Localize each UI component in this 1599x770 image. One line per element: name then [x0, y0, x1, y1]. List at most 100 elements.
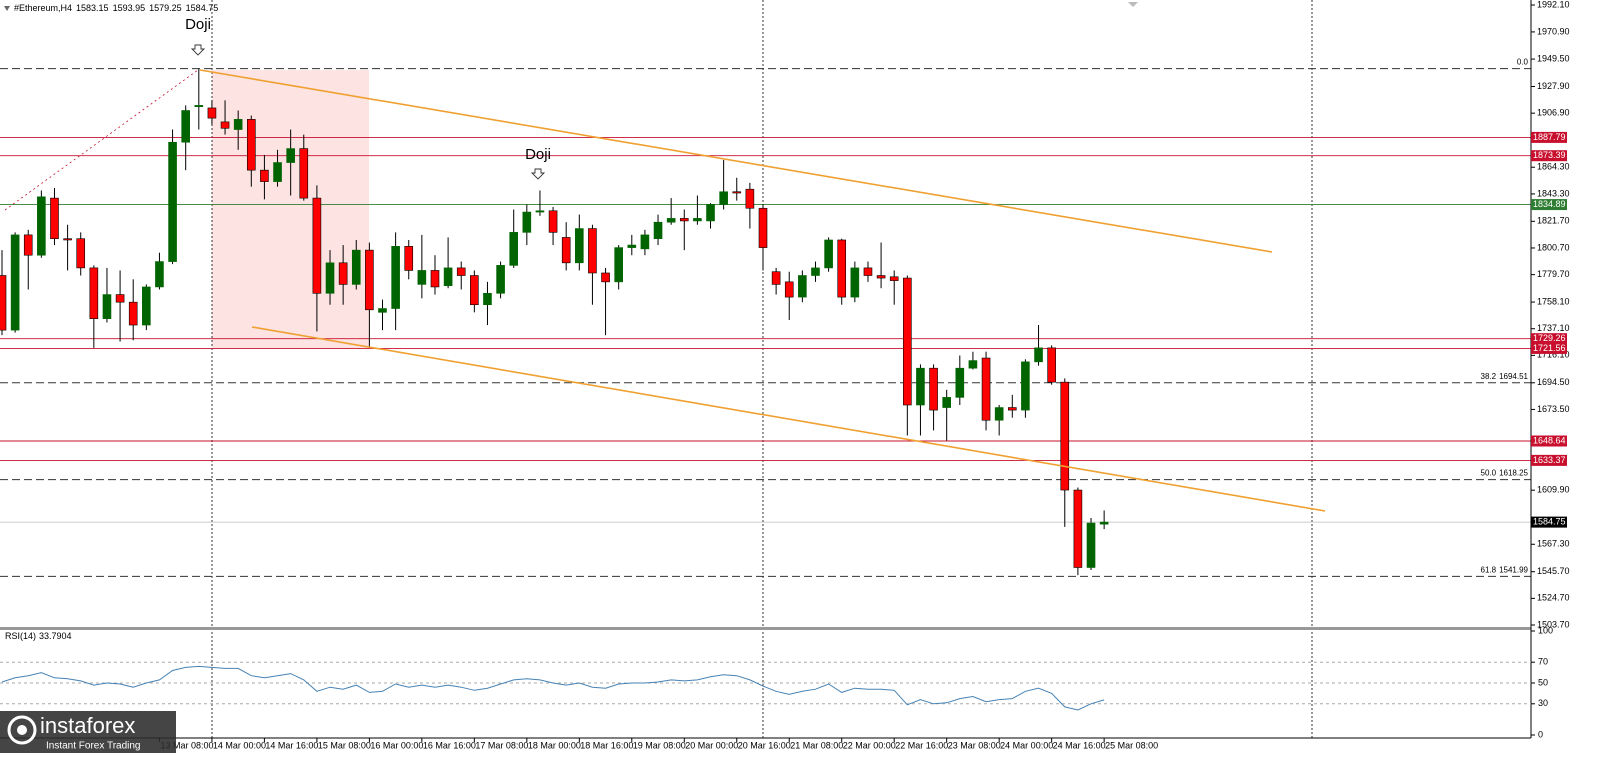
axis-layer: 1992.10 1970.90 1949.50 1927.90 1906.90 1864.…	[158, 0, 1570, 750]
trendline-layer: Doji Doji	[185, 2, 1326, 512]
candle-body	[798, 275, 807, 298]
watermark-brand: instaforex	[40, 713, 135, 738]
ohlc-value: 1579.25	[149, 3, 182, 13]
candle-body	[496, 265, 505, 294]
current-price-bg	[1531, 516, 1567, 528]
level-label-bg	[1531, 435, 1567, 447]
ohlc-value: 1583.15	[76, 3, 109, 13]
x-tick-label: 24 Mar 16:00	[1053, 740, 1106, 750]
channel-upper	[199, 69, 1273, 253]
y-tick-label: 1779.70	[1537, 269, 1570, 279]
candle-body	[1034, 347, 1043, 363]
candle-body	[89, 267, 99, 319]
rsi-line	[1, 665, 1105, 711]
x-tick-label: 23 Mar 08:00	[948, 740, 1001, 750]
candle-body	[391, 246, 400, 309]
rsi-tick-label: 0	[1538, 729, 1543, 739]
candle-body	[456, 267, 466, 276]
highlight-zone	[212, 70, 369, 348]
ohlc-value: 1593.95	[113, 3, 146, 13]
watermark: instaforex Instant Forex Trading	[0, 711, 176, 753]
candle-body	[876, 275, 886, 279]
candle-body	[443, 267, 453, 286]
x-tick-label: 20 Mar 00:00	[685, 740, 738, 750]
candle-body	[575, 228, 584, 264]
candle-body	[561, 237, 571, 264]
candle-body	[955, 367, 965, 398]
candle-body	[942, 397, 951, 408]
level-label: 1721.56	[1533, 343, 1566, 353]
candle-body	[0, 275, 7, 331]
fib-price: 1618.25	[1499, 469, 1528, 478]
x-tick-label: 24 Mar 00:00	[1000, 740, 1053, 750]
annotation: Doji	[525, 146, 551, 163]
candle-body	[1007, 407, 1017, 411]
level-layer: 0.0 38.2 1694.51 50.0 1618.25 61.8 1541.99	[0, 58, 1531, 577]
candle-body	[246, 119, 256, 171]
y-tick-label: 1906.90	[1537, 108, 1570, 118]
candle-body	[968, 360, 978, 369]
candle-body	[916, 367, 925, 406]
candle-body	[10, 234, 20, 331]
x-tick-label: 14 Mar 00:00	[213, 740, 266, 750]
candle-body	[837, 239, 847, 298]
candle-body	[758, 207, 768, 248]
y-tick-label: 1545.70	[1537, 566, 1570, 576]
candle-body	[1099, 521, 1109, 525]
candle-body	[863, 267, 873, 276]
candle-body	[417, 270, 427, 285]
candle-body	[889, 276, 899, 281]
candle-body	[194, 105, 204, 107]
rsi-layer: 0 30 50 70 100	[0, 625, 1553, 739]
level-label: 1887.79	[1533, 132, 1566, 142]
candle-body	[614, 247, 623, 283]
shift-marker	[1128, 2, 1138, 7]
candle-body	[981, 357, 991, 421]
rsi-tick-label: 100	[1538, 625, 1553, 635]
rsi-tick-label: 70	[1538, 657, 1548, 667]
candle-body	[365, 249, 374, 311]
panel-separator	[0, 627, 1531, 630]
candle-body	[142, 286, 151, 326]
y-tick-label: 1524.70	[1537, 593, 1570, 603]
x-tick-label: 25 Mar 08:00	[1105, 740, 1158, 750]
candle-body	[102, 294, 112, 319]
level-label: 1648.64	[1533, 435, 1566, 445]
candle-body	[627, 244, 637, 248]
annotation-arrow	[530, 168, 546, 180]
watermark-logo	[17, 725, 27, 735]
candle-body	[286, 148, 295, 163]
candle-body	[706, 204, 715, 222]
candle-body	[1021, 361, 1030, 411]
candle-body	[693, 218, 702, 222]
fib-price: 1694.51	[1499, 372, 1528, 381]
annotation: Doji	[185, 16, 211, 33]
current-price-label: 1584.75	[1533, 516, 1566, 526]
candle-body	[155, 261, 164, 288]
candle-body	[168, 141, 177, 262]
candle-body	[115, 294, 125, 303]
x-tick-label: 22 Mar 16:00	[895, 740, 948, 750]
level-label: 1873.39	[1533, 150, 1566, 160]
candle-body	[299, 148, 309, 199]
candle-body	[128, 301, 138, 326]
rsi-tick-label: 30	[1538, 698, 1548, 708]
candle-body	[850, 267, 860, 298]
y-tick-label: 1949.50	[1537, 53, 1570, 63]
rsi-value: 33.7904	[39, 631, 72, 641]
candle-body	[351, 249, 361, 285]
fib-level: 61.8	[1481, 566, 1497, 575]
level-label-bg	[1531, 333, 1567, 345]
y-tick-label: 1567.30	[1537, 539, 1570, 549]
candle-body	[483, 292, 492, 306]
fib-label: 61.8 1541.99	[1481, 566, 1529, 575]
candle-body	[719, 191, 728, 205]
y-tick-label: 1821.70	[1537, 216, 1570, 226]
candle-body	[653, 221, 663, 240]
candle-body	[640, 234, 650, 250]
y-tick-label: 1864.30	[1537, 162, 1570, 172]
candle-body	[50, 197, 59, 240]
x-tick-label: 18 Mar 00:00	[528, 740, 581, 750]
candle-body	[824, 239, 833, 269]
candle-body	[338, 262, 348, 285]
